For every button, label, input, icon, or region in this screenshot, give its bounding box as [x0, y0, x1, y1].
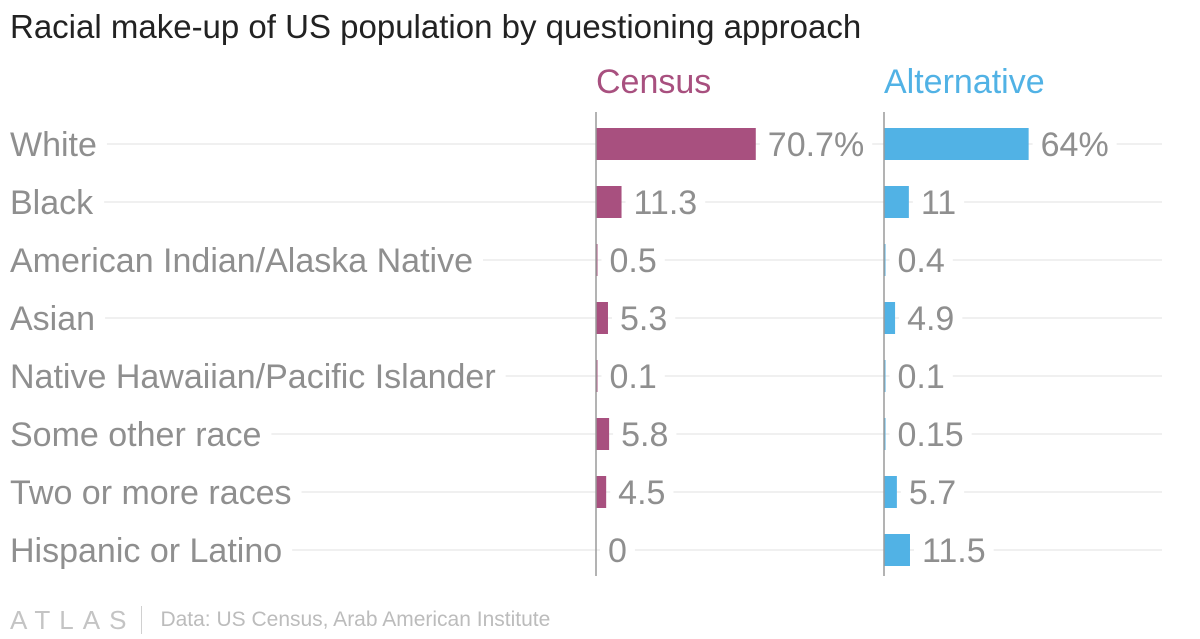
data-label: 4.5 [618, 474, 665, 512]
data-label: 70.7% [768, 126, 864, 164]
footer: ATLAS Data: US Census, Arab American Ins… [10, 603, 550, 637]
bar [884, 534, 910, 566]
atlas-logo: ATLAS [10, 604, 136, 635]
data-label-bg [889, 242, 953, 280]
footer-divider [141, 606, 143, 634]
data-label: 0 [608, 532, 627, 570]
bar [884, 128, 1029, 160]
data-label: 5.8 [621, 416, 668, 454]
data-label-bg [625, 184, 706, 222]
bar-chart: White Black American Indian/Alaska Native A… [8, 63, 1162, 576]
category-label-bg [8, 300, 106, 338]
category-label-bg [8, 184, 105, 222]
bar [884, 476, 897, 508]
data-label-bg [611, 300, 676, 338]
data-label: 11.3 [634, 184, 698, 222]
data-label-bg [600, 532, 635, 570]
category-label: Native Hawaiian/Pacific Islander [10, 358, 496, 396]
data-label: 0.4 [898, 242, 945, 280]
data-label: 4.9 [907, 300, 954, 338]
data-source: Data: US Census, Arab American Institute [160, 608, 551, 631]
bar [884, 302, 896, 334]
category-label: American Indian/Alaska Native [10, 242, 473, 280]
data-label-bg [900, 474, 965, 512]
data-label: 0.15 [898, 416, 964, 454]
category-label: Some other race [10, 416, 261, 454]
data-label: 64% [1041, 126, 1109, 164]
category-label-bg [8, 474, 302, 512]
category-label: Black [10, 184, 94, 222]
chart-title: Racial make-up of US population by quest… [10, 8, 862, 45]
category-label-bg [8, 242, 484, 280]
category-label: Asian [10, 300, 95, 338]
data-label-bg [601, 358, 665, 396]
data-label: 11 [921, 184, 956, 222]
series-header: Alternative [884, 63, 1045, 101]
data-label-bg [899, 300, 963, 338]
data-label: 0.5 [610, 242, 657, 280]
data-label-bg [913, 532, 994, 570]
data-label-bg [1032, 126, 1117, 164]
category-label: Two or more races [10, 474, 292, 512]
bar [596, 302, 608, 334]
category-label-bg [8, 358, 506, 396]
bar [596, 128, 756, 160]
bar [596, 186, 622, 218]
data-label: 5.3 [620, 300, 667, 338]
data-label: 0.1 [898, 358, 945, 396]
data-label-bg [759, 126, 873, 164]
data-label-bg [912, 184, 965, 222]
category-label-bg [8, 126, 107, 164]
bar [596, 476, 607, 508]
data-label-bg [889, 358, 953, 396]
data-label-bg [610, 474, 674, 512]
data-label-bg [601, 242, 665, 280]
bar [596, 418, 610, 450]
category-label: Hispanic or Latino [10, 532, 282, 570]
category-label-bg [8, 416, 272, 454]
category-label: White [10, 126, 97, 164]
data-label: 0.1 [610, 358, 657, 396]
data-label-bg [613, 416, 677, 454]
series-header: Census [596, 63, 711, 101]
data-label: 5.7 [909, 474, 956, 512]
data-label-bg [889, 416, 972, 454]
data-label: 11.5 [922, 532, 986, 570]
category-label-bg [8, 532, 293, 570]
bar [884, 186, 909, 218]
